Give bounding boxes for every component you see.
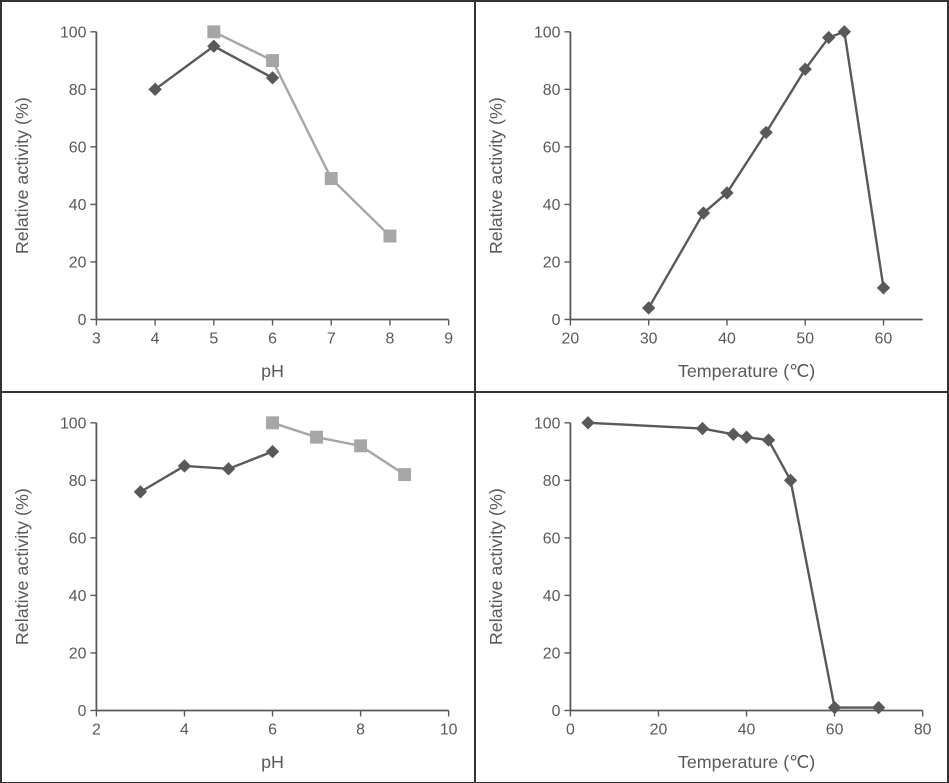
svg-text:40: 40 [542, 588, 560, 605]
svg-text:60: 60 [542, 139, 560, 156]
svg-text:80: 80 [69, 82, 87, 99]
chart-svg: 246810020406080100pHRelative activity (%… [2, 393, 474, 782]
svg-text:pH: pH [261, 361, 284, 381]
svg-text:Relative activity (%): Relative activity (%) [485, 97, 505, 254]
data-point [582, 417, 594, 429]
svg-text:100: 100 [533, 24, 560, 41]
data-point [727, 428, 739, 440]
data-point [877, 282, 889, 294]
svg-text:40: 40 [718, 330, 736, 347]
data-point [267, 72, 279, 84]
svg-text:9: 9 [444, 330, 453, 347]
svg-text:Relative activity (%): Relative activity (%) [485, 488, 505, 645]
svg-text:80: 80 [69, 473, 87, 490]
svg-text:6: 6 [268, 330, 277, 347]
svg-text:50: 50 [796, 330, 814, 347]
svg-text:0: 0 [78, 703, 87, 720]
svg-text:30: 30 [639, 330, 657, 347]
data-point [740, 431, 752, 443]
svg-text:60: 60 [69, 139, 87, 156]
chart-br: 0 20 40 60 80 0 20 40 60 80 100 Temperature (℃) Rela… [475, 392, 949, 783]
svg-text:Relative activity (%): Relative activity (%) [12, 97, 32, 254]
svg-text:4: 4 [180, 721, 189, 738]
data-point [384, 230, 396, 242]
svg-text:20: 20 [542, 646, 560, 663]
data-point [267, 417, 279, 429]
svg-text:40: 40 [542, 197, 560, 214]
svg-text:Temperature (℃): Temperature (℃) [677, 361, 814, 381]
data-point [838, 26, 850, 38]
chart-grid: 3456789020406080100pHRelative activity (… [0, 0, 949, 783]
svg-text:60: 60 [542, 530, 560, 547]
data-point [696, 423, 708, 435]
svg-text:20: 20 [69, 646, 87, 663]
data-point [828, 702, 840, 714]
svg-text:8: 8 [356, 721, 365, 738]
svg-text:20: 20 [542, 255, 560, 272]
data-point [642, 302, 654, 314]
svg-text:60: 60 [69, 530, 87, 547]
data-point [355, 440, 367, 452]
svg-text:60: 60 [874, 330, 892, 347]
svg-text:pH: pH [261, 752, 284, 772]
svg-text:80: 80 [913, 721, 931, 738]
svg-text:40: 40 [69, 197, 87, 214]
svg-text:2: 2 [92, 721, 101, 738]
svg-text:0: 0 [551, 703, 560, 720]
data-point [760, 127, 772, 139]
svg-text:100: 100 [60, 415, 87, 432]
svg-text:100: 100 [60, 24, 87, 41]
chart-tl: 3 4 5 6 7 8 9 0 20 40 60 80 100 pH Relative activity (… [1, 1, 475, 392]
data-point [179, 460, 191, 472]
data-point [208, 26, 220, 38]
svg-text:3: 3 [92, 330, 101, 347]
svg-text:80: 80 [542, 82, 560, 99]
svg-text:Temperature (℃): Temperature (℃) [677, 752, 814, 772]
svg-text:60: 60 [825, 721, 843, 738]
svg-text:20: 20 [649, 721, 667, 738]
svg-text:10: 10 [440, 721, 458, 738]
data-point [267, 55, 279, 67]
svg-text:7: 7 [327, 330, 336, 347]
chart-svg: 0 20 40 60 80 0 20 40 60 80 100 Temperature (℃) Rela… [476, 393, 948, 782]
svg-text:20: 20 [561, 330, 579, 347]
svg-text:40: 40 [737, 721, 755, 738]
data-point [762, 434, 774, 446]
svg-text:4: 4 [151, 330, 160, 347]
data-point [872, 702, 884, 714]
chart-svg: 2030405060020406080100Temperature (℃)Rel… [476, 2, 948, 391]
data-point [223, 463, 235, 475]
data-point [134, 486, 146, 498]
svg-text:6: 6 [268, 721, 277, 738]
svg-text:8: 8 [386, 330, 395, 347]
svg-text:100: 100 [533, 415, 560, 432]
svg-text:40: 40 [69, 588, 87, 605]
svg-text:5: 5 [209, 330, 218, 347]
data-point [399, 469, 411, 481]
svg-text:Relative activity (%): Relative activity (%) [12, 488, 32, 645]
svg-text:0: 0 [551, 312, 560, 329]
svg-text:20: 20 [69, 255, 87, 272]
data-point [311, 431, 323, 443]
data-point [267, 446, 279, 458]
chart-tr: 2030405060020406080100Temperature (℃)Rel… [475, 1, 949, 392]
svg-text:0: 0 [565, 721, 574, 738]
data-point [325, 173, 337, 185]
svg-text:0: 0 [78, 312, 87, 329]
data-point [784, 474, 796, 486]
svg-text:80: 80 [542, 473, 560, 490]
chart-bl: 246810020406080100pHRelative activity (%… [1, 392, 475, 783]
chart-svg: 3 4 5 6 7 8 9 0 20 40 60 80 100 pH Relative activity (… [2, 2, 474, 391]
